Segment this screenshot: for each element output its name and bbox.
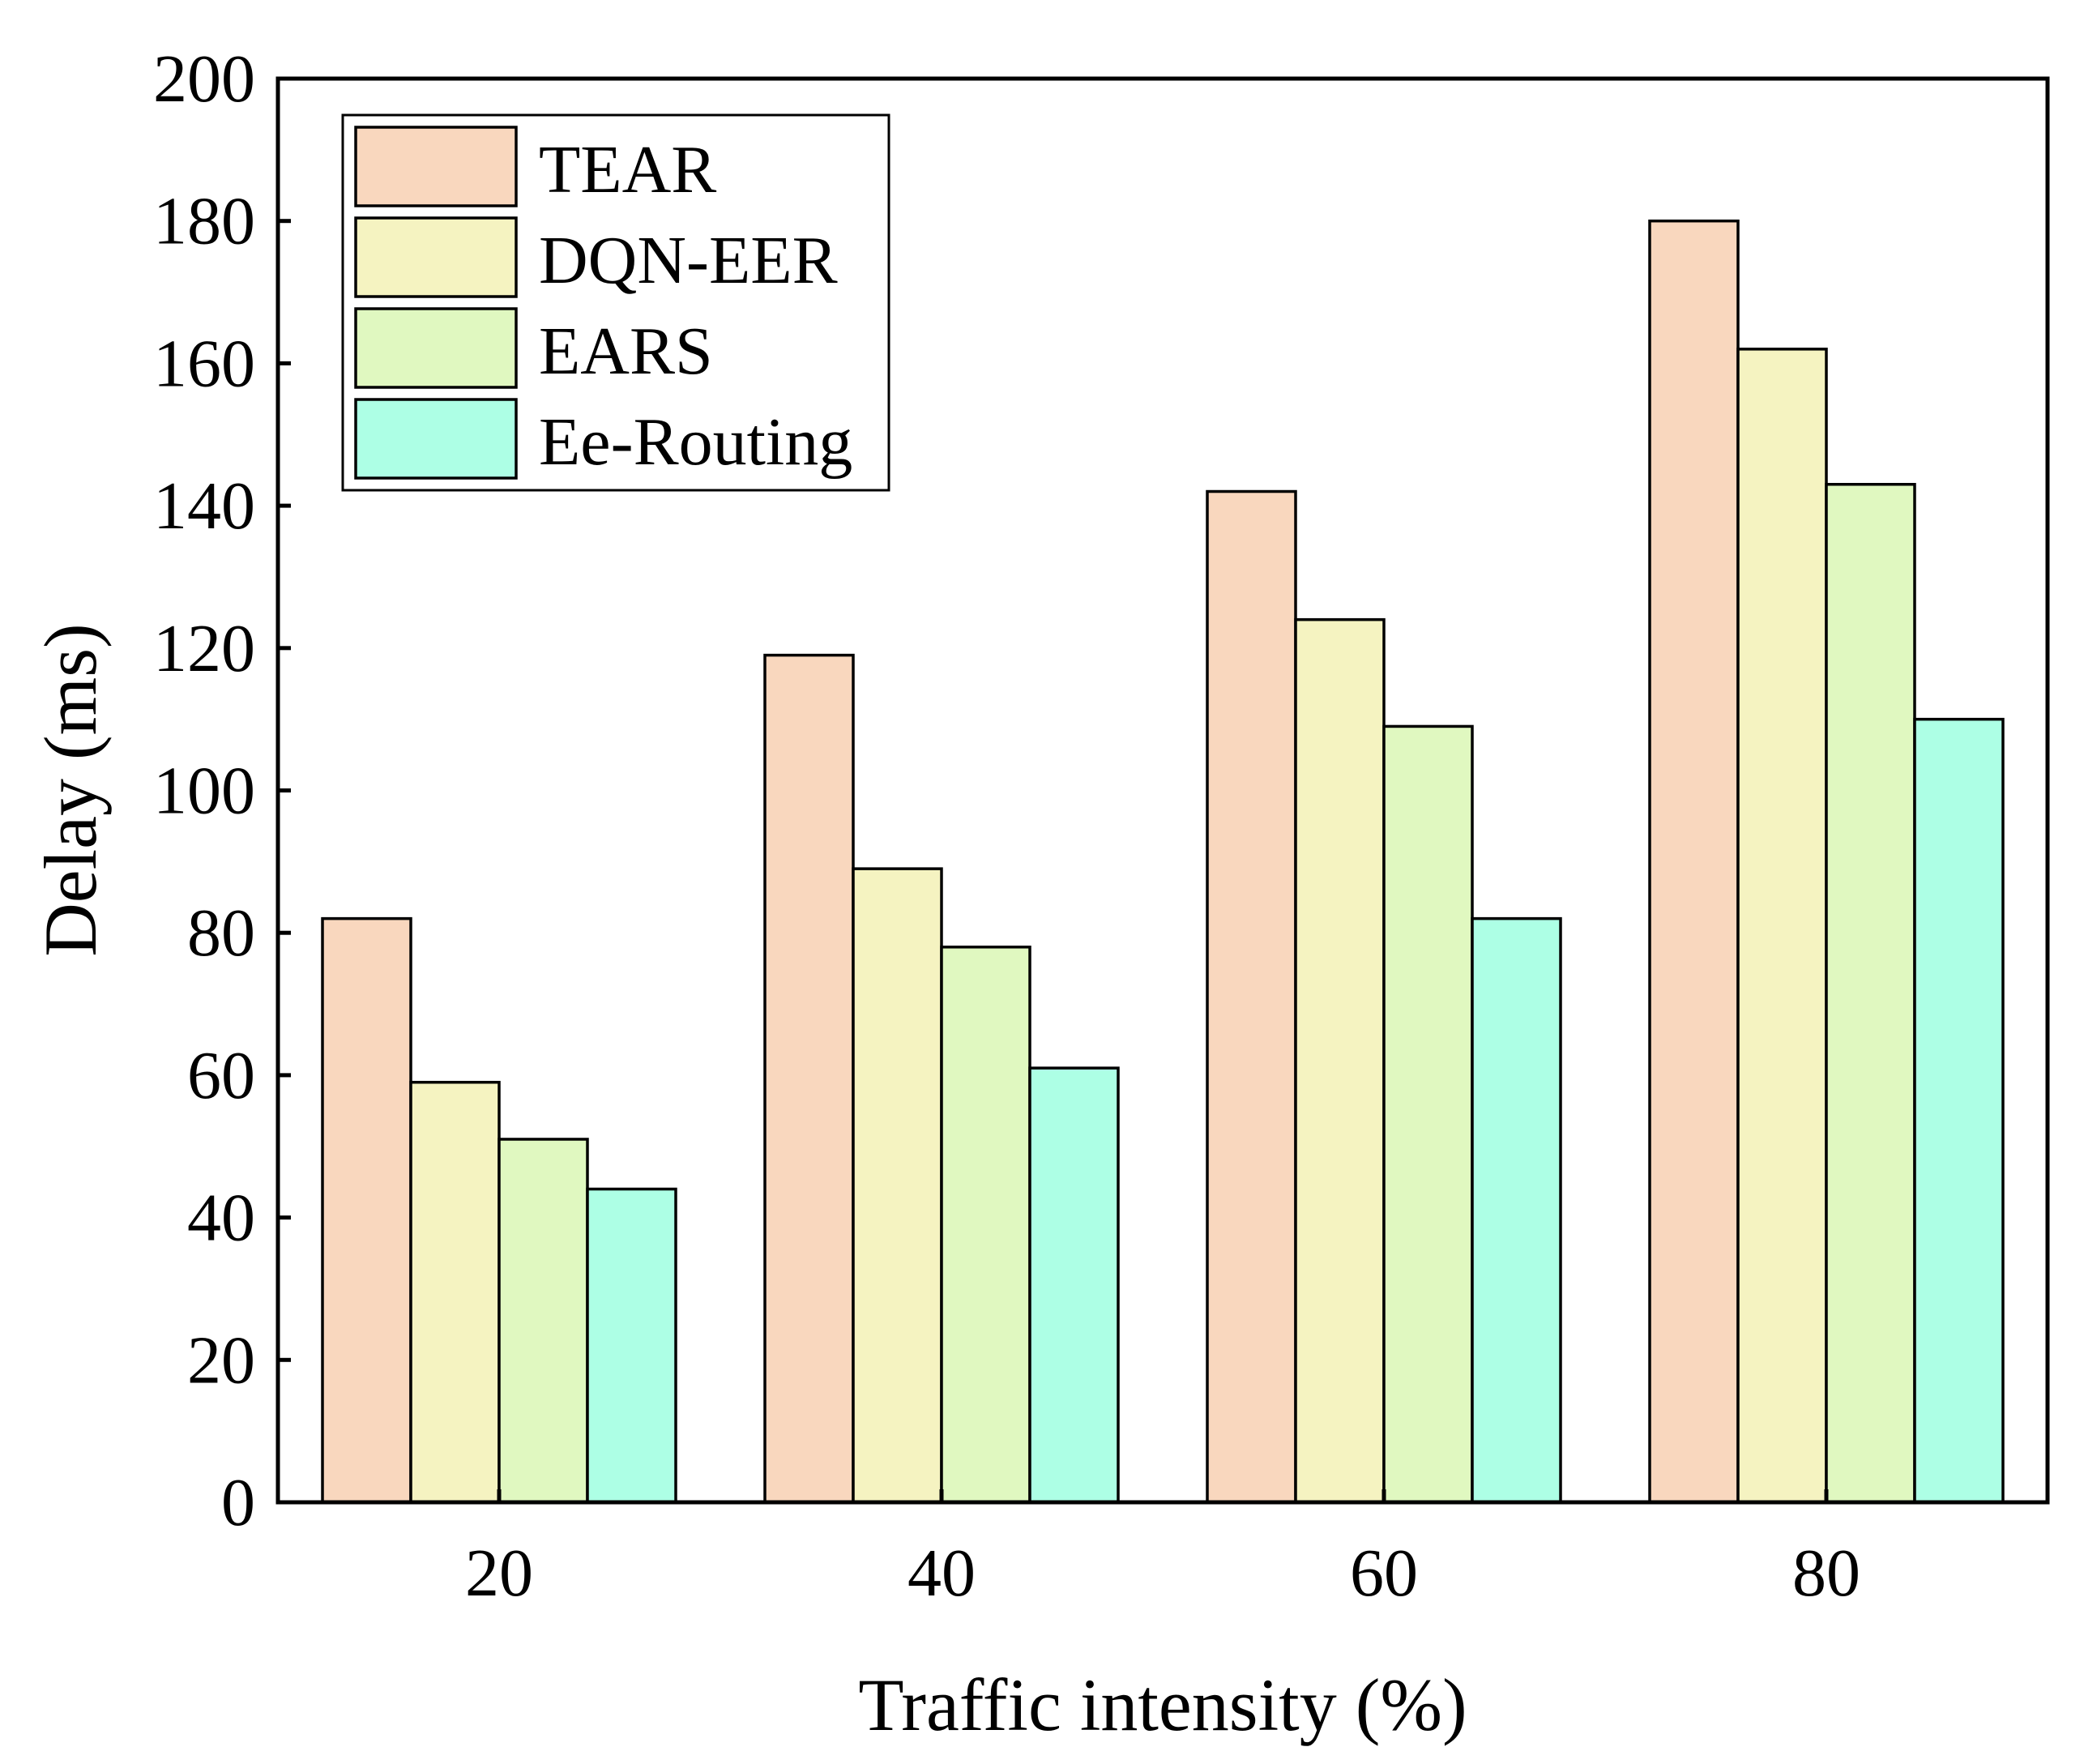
y-tick-label: 160 <box>153 326 255 401</box>
bar-dqn-eer-80 <box>1736 348 1828 1504</box>
bar-tear-80 <box>1648 219 1740 1504</box>
y-axis-title: Delay (ms) <box>29 623 112 956</box>
legend-label-ears: EARS <box>539 314 713 389</box>
x-tick-label: 20 <box>465 1535 533 1611</box>
legend: TEAR DQN-EER EARS Ee-Routing <box>341 113 890 492</box>
bar-dqn-eer-40 <box>852 867 943 1504</box>
x-tick-label: 60 <box>1350 1535 1418 1611</box>
bar-tear-40 <box>763 653 855 1504</box>
x-axis-title: Traffic intensity (%) <box>858 1664 1467 1746</box>
bar-ee-routing-80 <box>1913 717 2005 1504</box>
legend-swatch-ears <box>354 307 518 389</box>
x-tick-label: 40 <box>907 1535 976 1611</box>
bar-dqn-eer-20 <box>409 1080 501 1504</box>
y-tick-label: 60 <box>187 1038 255 1113</box>
legend-swatch-tear <box>354 126 518 207</box>
bar-ears-40 <box>940 946 1031 1504</box>
bar-tear-60 <box>1206 489 1297 1504</box>
legend-swatch-ee-routing <box>354 398 518 480</box>
x-tick-label: 80 <box>1792 1535 1860 1611</box>
x-axis: 20 40 60 80 <box>465 1489 1860 1611</box>
y-tick-label: 40 <box>187 1181 255 1256</box>
legend-swatch-dqn-eer <box>354 216 518 298</box>
y-tick-label: 180 <box>153 184 255 259</box>
legend-label-tear: TEAR <box>539 132 716 207</box>
y-tick-label: 20 <box>187 1322 255 1398</box>
y-tick-label: 200 <box>153 41 255 117</box>
y-axis: 0 20 40 60 80 100 120 140 160 180 200 <box>153 41 291 1540</box>
y-tick-label: 80 <box>187 895 255 971</box>
legend-label-ee-routing: Ee-Routing <box>539 404 852 480</box>
bar-ee-routing-20 <box>586 1187 677 1504</box>
bar-ee-routing-40 <box>1028 1066 1120 1504</box>
bar-tear-20 <box>321 916 412 1504</box>
bar-ears-80 <box>1825 482 1916 1504</box>
y-tick-label: 0 <box>221 1465 255 1540</box>
bar-dqn-eer-60 <box>1294 617 1386 1504</box>
bar-ears-20 <box>498 1138 589 1504</box>
bar-ee-routing-60 <box>1471 916 1562 1504</box>
legend-label-dqn-eer: DQN-EER <box>539 223 838 298</box>
y-tick-label: 120 <box>153 611 255 686</box>
y-tick-label: 140 <box>153 468 255 544</box>
y-tick-label: 100 <box>153 754 255 829</box>
bar-ears-60 <box>1382 724 1474 1504</box>
bars-layer <box>321 219 2005 1504</box>
